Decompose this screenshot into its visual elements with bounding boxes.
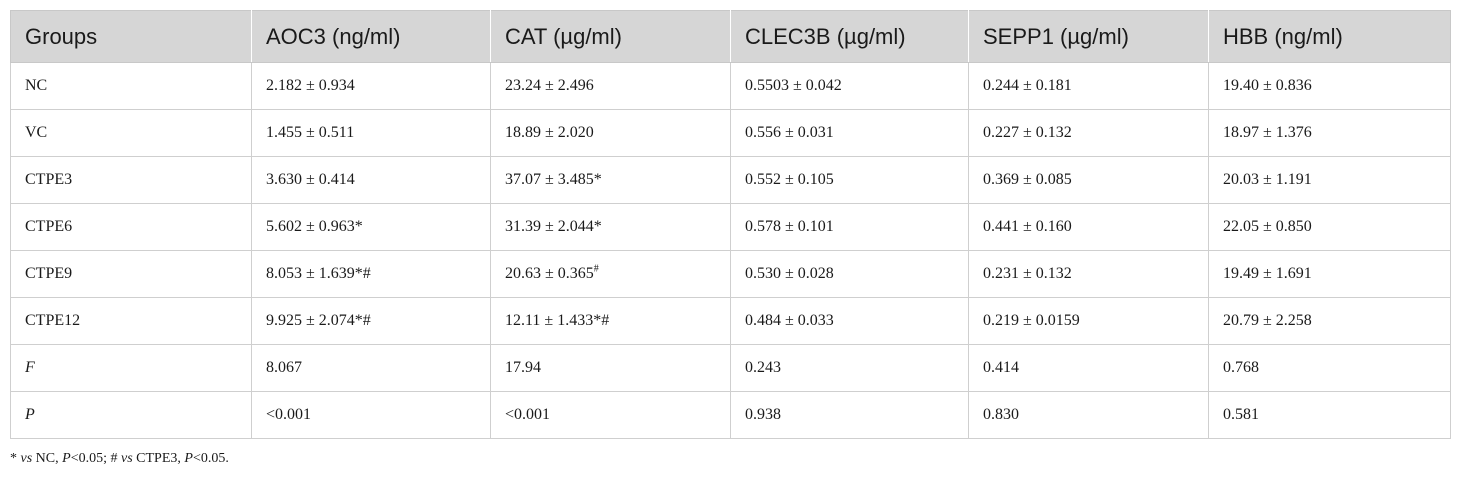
cell-hbb: 0.581 xyxy=(1208,391,1451,439)
cell-group: CTPE3 xyxy=(10,156,252,204)
table-row: CTPE9 8.053 ± 1.639*# 20.63 ± 0.365# 0.5… xyxy=(10,250,1451,298)
cell-clec3b: 0.938 xyxy=(730,391,969,439)
header-cat: CAT (µg/ml) xyxy=(490,10,731,63)
cell-group: CTPE9 xyxy=(10,250,252,298)
header-row: Groups AOC3 (ng/ml) CAT (µg/ml) CLEC3B (… xyxy=(10,10,1451,63)
cell-cat: 37.07 ± 3.485* xyxy=(490,156,731,204)
cell-cat: 12.11 ± 1.433*# xyxy=(490,297,731,345)
footnote-vs: vs xyxy=(20,451,33,466)
cell-clec3b: 0.243 xyxy=(730,344,969,392)
cell-group: P xyxy=(10,391,252,439)
cell-sepp1: 0.219 ± 0.0159 xyxy=(968,297,1209,345)
table-container: Groups AOC3 (ng/ml) CAT (µg/ml) CLEC3B (… xyxy=(10,10,1451,467)
cell-aoc3: 1.455 ± 0.511 xyxy=(251,109,491,157)
cell-group: F xyxy=(10,344,252,392)
header-sepp1: SEPP1 (µg/ml) xyxy=(968,10,1209,63)
cell-sepp1: 0.830 xyxy=(968,391,1209,439)
cell-sepp1: 0.414 xyxy=(968,344,1209,392)
header-hbb: HBB (ng/ml) xyxy=(1208,10,1451,63)
header-clec3b: CLEC3B (µg/ml) xyxy=(730,10,969,63)
cell-sepp1: 0.227 ± 0.132 xyxy=(968,109,1209,157)
footnote-vs: vs xyxy=(120,451,133,466)
results-table: Groups AOC3 (ng/ml) CAT (µg/ml) CLEC3B (… xyxy=(10,10,1451,439)
cell-group: VC xyxy=(10,109,252,157)
cell-aoc3: 2.182 ± 0.934 xyxy=(251,62,491,110)
cell-hbb: 22.05 ± 0.850 xyxy=(1208,203,1451,251)
cell-group: NC xyxy=(10,62,252,110)
footnote-p: P xyxy=(184,451,193,466)
table-row: VC 1.455 ± 0.511 18.89 ± 2.020 0.556 ± 0… xyxy=(10,109,1451,157)
cell-sepp1: 0.231 ± 0.132 xyxy=(968,250,1209,298)
cell-cat: 18.89 ± 2.020 xyxy=(490,109,731,157)
cell-sepp1: 0.369 ± 0.085 xyxy=(968,156,1209,204)
cell-clec3b: 0.552 ± 0.105 xyxy=(730,156,969,204)
cell-hbb: 18.97 ± 1.376 xyxy=(1208,109,1451,157)
footnote-text: NC, xyxy=(32,451,63,466)
cell-clec3b: 0.5503 ± 0.042 xyxy=(730,62,969,110)
cell-hbb: 0.768 xyxy=(1208,344,1451,392)
cell-hbb: 19.49 ± 1.691 xyxy=(1208,250,1451,298)
cell-cat: 31.39 ± 2.044* xyxy=(490,203,731,251)
cell-cat: 20.63 ± 0.365# xyxy=(490,250,731,298)
table-row: NC 2.182 ± 0.934 23.24 ± 2.496 0.5503 ± … xyxy=(10,62,1451,110)
table-row: F 8.067 17.94 0.243 0.414 0.768 xyxy=(10,344,1451,392)
cell-aoc3: 5.602 ± 0.963* xyxy=(251,203,491,251)
footnote-star: * xyxy=(10,451,17,466)
table-row: CTPE3 3.630 ± 0.414 37.07 ± 3.485* 0.552… xyxy=(10,156,1451,204)
cell-group: CTPE6 xyxy=(10,203,252,251)
cell-clec3b: 0.484 ± 0.033 xyxy=(730,297,969,345)
cell-aoc3: 8.067 xyxy=(251,344,491,392)
cell-hbb: 20.79 ± 2.258 xyxy=(1208,297,1451,345)
table-footnote: * vs NC, P<0.05; # vs CTPE3, P<0.05. xyxy=(10,451,1450,467)
header-groups: Groups xyxy=(10,10,252,63)
footnote-p: P xyxy=(62,451,71,466)
cell-clec3b: 0.530 ± 0.028 xyxy=(730,250,969,298)
cell-hbb: 20.03 ± 1.191 xyxy=(1208,156,1451,204)
cell-cat: 17.94 xyxy=(490,344,731,392)
footnote-text: <0.05. xyxy=(192,451,229,466)
cell-group: CTPE12 xyxy=(10,297,252,345)
cell-aoc3: 8.053 ± 1.639*# xyxy=(251,250,491,298)
cell-sepp1: 0.441 ± 0.160 xyxy=(968,203,1209,251)
cell-clec3b: 0.556 ± 0.031 xyxy=(730,109,969,157)
table-row: CTPE12 9.925 ± 2.074*# 12.11 ± 1.433*# 0… xyxy=(10,297,1451,345)
cell-hbb: 19.40 ± 0.836 xyxy=(1208,62,1451,110)
table-row: CTPE6 5.602 ± 0.963* 31.39 ± 2.044* 0.57… xyxy=(10,203,1451,251)
footnote-text: <0.05; # xyxy=(70,451,121,466)
cell-sepp1: 0.244 ± 0.181 xyxy=(968,62,1209,110)
cell-aoc3: 3.630 ± 0.414 xyxy=(251,156,491,204)
footnote-text: CTPE3, xyxy=(132,451,185,466)
cell-cat-superscript: # xyxy=(593,263,599,275)
header-aoc3: AOC3 (ng/ml) xyxy=(251,10,491,63)
cell-aoc3: 9.925 ± 2.074*# xyxy=(251,297,491,345)
cell-aoc3: <0.001 xyxy=(251,391,491,439)
cell-clec3b: 0.578 ± 0.101 xyxy=(730,203,969,251)
cell-cat-value: 20.63 ± 0.365 xyxy=(505,265,594,282)
cell-cat: 23.24 ± 2.496 xyxy=(490,62,731,110)
table-row: P <0.001 <0.001 0.938 0.830 0.581 xyxy=(10,391,1451,439)
cell-cat: <0.001 xyxy=(490,391,731,439)
